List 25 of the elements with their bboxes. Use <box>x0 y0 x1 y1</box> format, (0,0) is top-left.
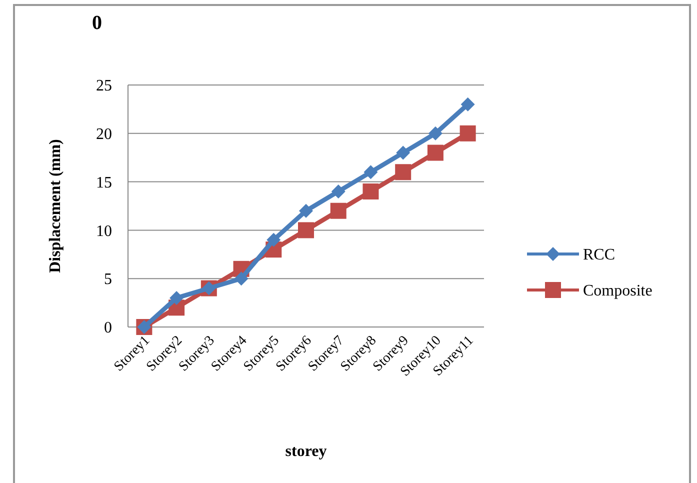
point <box>428 126 442 140</box>
legend-label: RCC <box>583 246 616 264</box>
y-tick-label: 20 <box>96 126 112 143</box>
y-axis-title: Displacement (mm) <box>47 139 64 273</box>
point <box>395 164 412 180</box>
point <box>362 183 379 200</box>
y-tick-label: 25 <box>96 78 112 95</box>
y-tick-label: 5 <box>104 271 112 288</box>
point <box>330 202 346 219</box>
point <box>427 144 444 161</box>
point <box>396 146 410 160</box>
legend-label: Composite <box>583 282 652 300</box>
point <box>266 232 281 247</box>
point <box>234 272 248 286</box>
point <box>298 222 314 238</box>
y-tick-label: 0 <box>104 320 112 337</box>
point <box>460 125 476 142</box>
point <box>460 97 475 112</box>
point <box>364 165 378 180</box>
x-axis-title: storey <box>285 443 327 460</box>
point <box>331 184 346 198</box>
point <box>299 204 313 218</box>
point <box>170 290 184 305</box>
y-tick-label: 10 <box>96 222 112 240</box>
y-tick-label: 15 <box>96 174 112 192</box>
